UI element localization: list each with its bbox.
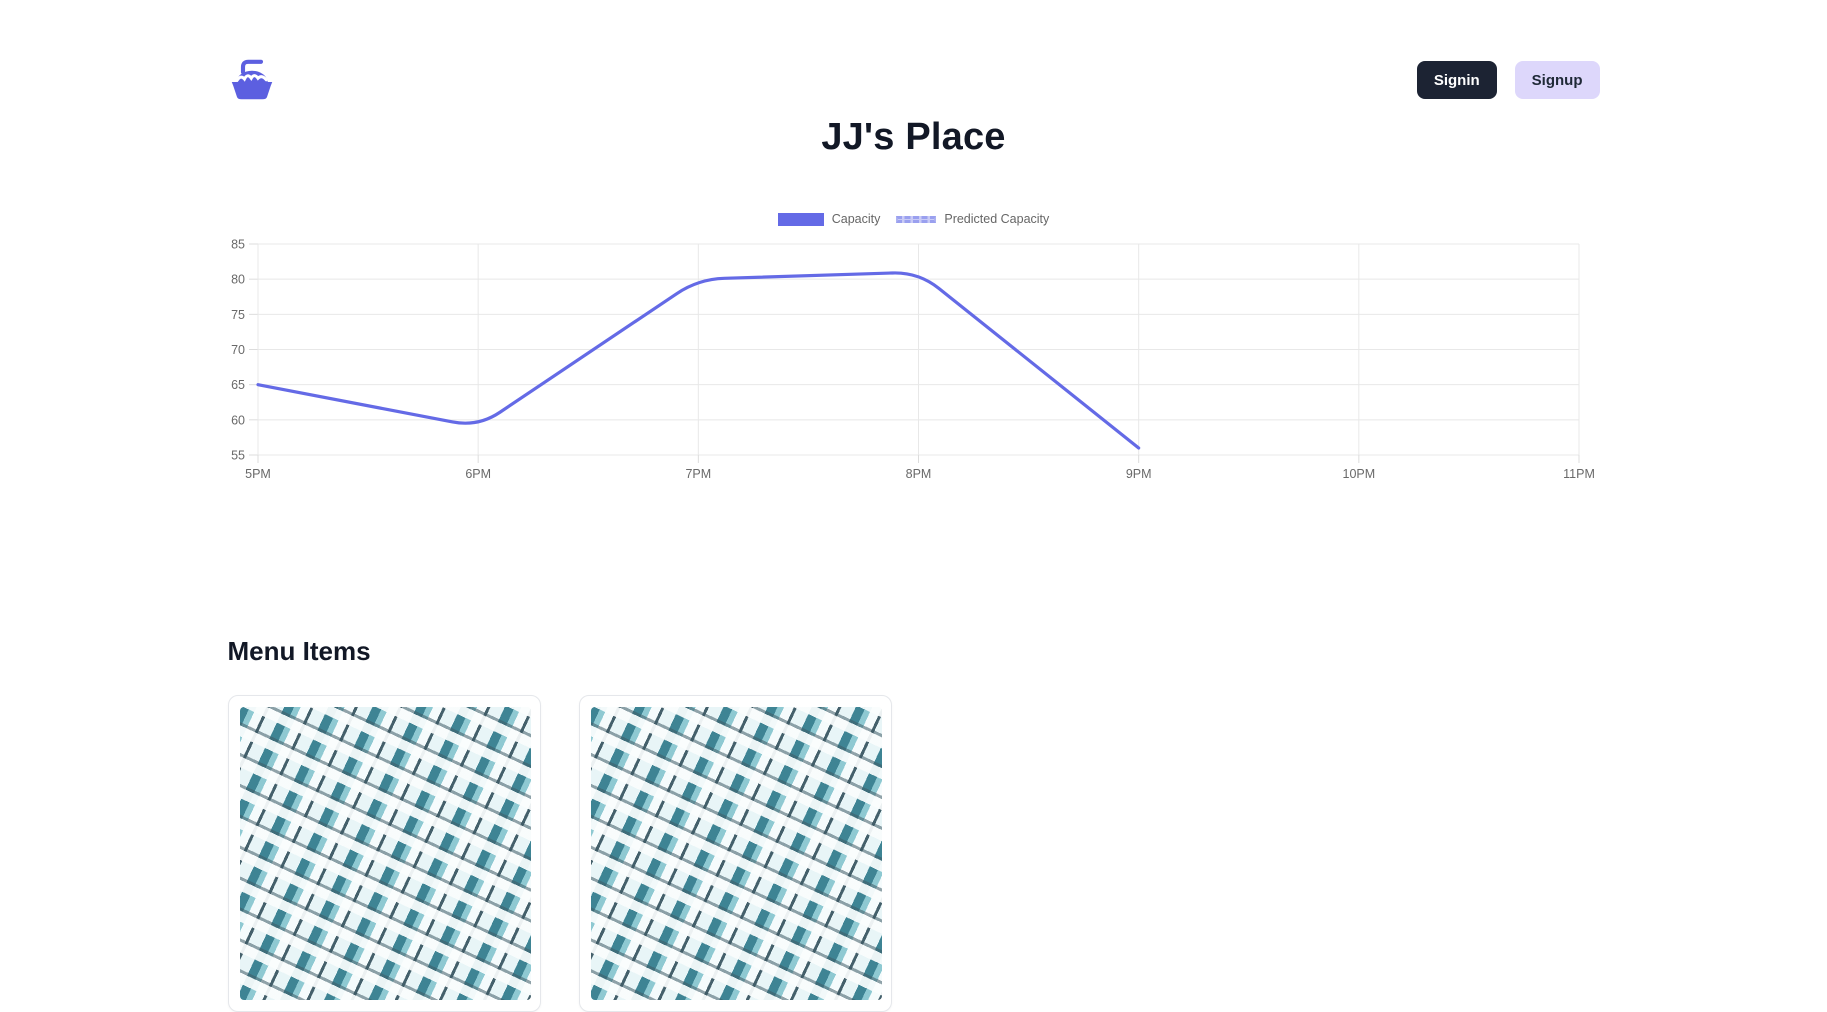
logo[interactable]: [228, 52, 276, 106]
menu-item-card[interactable]: [578, 695, 892, 1012]
legend-label-capacity: Capacity: [831, 212, 881, 226]
svg-text:10PM: 10PM: [1342, 467, 1375, 481]
chart-legend: Capacity Predicted Capacity: [228, 211, 1600, 227]
svg-text:8PM: 8PM: [905, 467, 931, 481]
svg-text:65: 65: [231, 378, 245, 392]
svg-text:55: 55: [231, 449, 245, 463]
pie-icon: [231, 59, 272, 100]
menu-items-heading: Menu Items: [227, 636, 371, 666]
svg-text:9PM: 9PM: [1125, 467, 1151, 481]
svg-text:75: 75: [231, 308, 245, 322]
svg-text:6PM: 6PM: [465, 467, 491, 481]
capacity-chart[interactable]: 55 60 65 70 75 80 85 5PM 6PM 7PM 8PM 9PM 10PM 11PM: [228, 232, 1600, 490]
legend-swatch-predicted-capacity: [896, 215, 937, 223]
signin-button[interactable]: Signin: [1416, 61, 1497, 99]
menu-cards: [227, 695, 1600, 1012]
svg-text:5PM: 5PM: [245, 467, 271, 481]
legend-label-predicted-capacity: Predicted Capacity: [944, 212, 1050, 226]
legend-item-predicted-capacity[interactable]: Predicted Capacity: [896, 212, 1049, 226]
auth-buttons: Signin Signup: [1416, 61, 1600, 99]
svg-text:85: 85: [231, 238, 245, 252]
svg-text:7PM: 7PM: [685, 467, 711, 481]
page-container: Signin Signup JJ's Place Capacity Predic…: [227, 0, 1600, 1012]
menu-item-card[interactable]: [227, 695, 541, 1012]
svg-text:11PM: 11PM: [1563, 467, 1595, 481]
page-title: JJ's Place: [821, 116, 1006, 158]
menu-item-image: [590, 707, 882, 1000]
svg-text:60: 60: [231, 413, 245, 427]
signup-button[interactable]: Signup: [1514, 61, 1600, 99]
svg-text:70: 70: [231, 343, 245, 357]
menu-item-image: [239, 707, 531, 1000]
legend-item-capacity[interactable]: Capacity: [777, 212, 881, 226]
legend-swatch-capacity: [777, 212, 824, 226]
svg-text:80: 80: [231, 273, 245, 287]
header: Signin Signup: [228, 0, 1600, 106]
